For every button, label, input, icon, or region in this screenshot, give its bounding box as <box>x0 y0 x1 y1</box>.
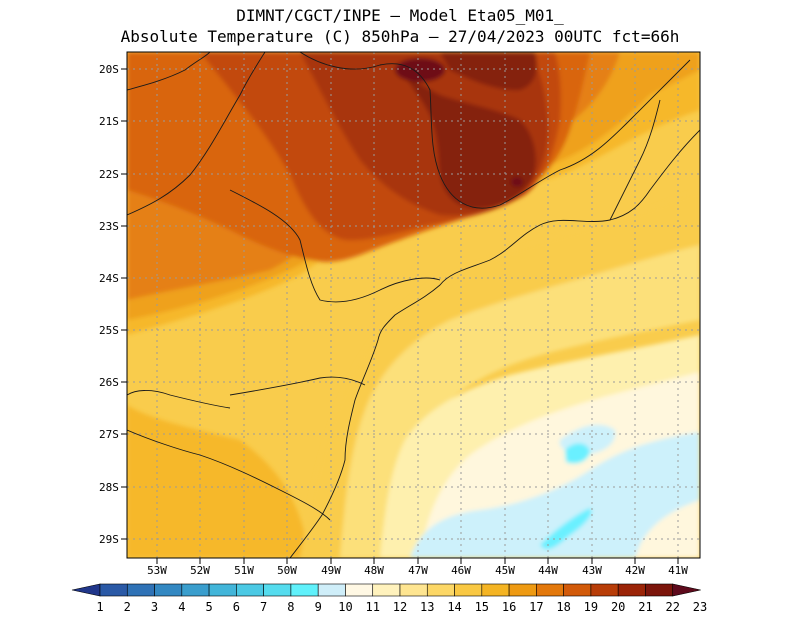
lon-label: 50W <box>277 564 297 577</box>
lon-label: 51W <box>234 564 254 577</box>
colorbar-label: 17 <box>529 600 543 614</box>
boundaries <box>127 52 700 558</box>
isotherm-14 <box>340 245 700 558</box>
colorbar-label: 4 <box>178 600 185 614</box>
lat-label: 27S <box>99 428 119 441</box>
colorbar-label: 23 <box>693 600 707 614</box>
colorbar-label: 1 <box>96 600 103 614</box>
colorbar-swatch <box>208 583 237 597</box>
lat-label: 23S <box>99 220 119 233</box>
isotherm-23-spot <box>511 177 523 187</box>
lat-label: 21S <box>99 115 119 128</box>
colorbar-swatch <box>154 583 183 597</box>
colorbar-label: 5 <box>205 600 212 614</box>
colorbar-label: 6 <box>233 600 240 614</box>
lon-label: 52W <box>190 564 210 577</box>
colorbar-swatch <box>181 583 210 597</box>
lat-label: 29S <box>99 533 119 546</box>
state-border-go <box>127 52 211 91</box>
state-border-sc-rs <box>127 429 331 521</box>
lon-label: 45W <box>495 564 515 577</box>
colorbar-swatch <box>126 583 155 597</box>
lat-label: 26S <box>99 376 119 389</box>
colorbar-swatch <box>481 583 510 597</box>
state-border-sp-pr <box>229 189 441 303</box>
colorbar-swatch <box>290 583 319 597</box>
temperature-field <box>127 52 700 558</box>
isotherm-11 <box>410 424 700 558</box>
colorbar-swatch <box>590 583 619 597</box>
colorbar-swatch <box>617 583 646 597</box>
colorbar-label: 15 <box>475 600 489 614</box>
colorbar-label: 18 <box>556 600 570 614</box>
map-title-line-1: DIMNT/CGCT/INPE – Model Eta05_M01_ <box>236 6 564 25</box>
colorbar-swatch <box>536 583 564 597</box>
colorbar-swatch <box>508 583 537 597</box>
lon-label: 46W <box>451 564 471 577</box>
lon-label: 44W <box>538 564 558 577</box>
lon-label: 49W <box>321 564 341 577</box>
state-border-mg <box>299 52 691 209</box>
state-border-east <box>609 99 661 221</box>
lon-label: 41W <box>668 564 688 577</box>
colorbar-label: 10 <box>338 600 352 614</box>
colorbar-swatch <box>372 583 401 597</box>
lon-label: 43W <box>582 564 602 577</box>
plot-frame <box>126 51 701 559</box>
map-title-line-2: Absolute Temperature (C) 850hPa – 27/04/… <box>120 27 680 46</box>
colorbar-arrow-low <box>71 583 101 597</box>
colorbar-label: 13 <box>420 600 434 614</box>
colorbar-label: 12 <box>393 600 407 614</box>
lat-label: 24S <box>99 272 119 285</box>
state-border-pr-sc <box>229 376 366 396</box>
longitude-axis: 53W 52W 51W 50W 49W 48W 47W 46W 45W 44W … <box>147 558 688 577</box>
colorbar-swatch <box>426 583 455 597</box>
colorbar-swatch <box>399 583 428 597</box>
colorbar-swatch <box>317 583 346 597</box>
state-border-ms <box>127 52 266 216</box>
lon-label: 53W <box>147 564 167 577</box>
colorbar-label: 16 <box>502 600 516 614</box>
colorbar-swatch <box>263 583 292 597</box>
isotherm-10-spot <box>565 443 590 464</box>
lon-label: 48W <box>364 564 384 577</box>
colorbar-label: 9 <box>315 600 322 614</box>
lon-label: 47W <box>408 564 428 577</box>
colorbar-label: 2 <box>124 600 131 614</box>
colorbar-swatch <box>645 583 674 597</box>
lat-label: 20S <box>99 63 119 76</box>
colorbar-swatch <box>236 583 264 597</box>
colorbar-label: 8 <box>287 600 294 614</box>
colorbar-label: 22 <box>666 600 680 614</box>
lat-label: 22S <box>99 168 119 181</box>
colorbar-label: 7 <box>260 600 267 614</box>
isotherm-23-spot <box>395 58 445 82</box>
colorbar-arrow-high <box>672 583 701 597</box>
color-bar: 1 2 3 4 5 6 7 8 9 10 11 12 13 14 15 16 17 18 19 20 21 22 23 <box>71 583 707 614</box>
latitude-axis: 20S 21S 22S 23S 24S 25S 26S 27S 28S 29S <box>99 63 127 546</box>
colorbar-label: 20 <box>611 600 625 614</box>
colorbar-label: 11 <box>366 600 380 614</box>
colorbar-label: 3 <box>151 600 158 614</box>
lat-label: 25S <box>99 324 119 337</box>
isotherm-10-spot <box>540 508 592 550</box>
lat-label: 28S <box>99 481 119 494</box>
colorbar-label: 14 <box>447 600 461 614</box>
colorbar-label: 21 <box>638 600 652 614</box>
colorbar-swatch <box>563 583 592 597</box>
colorbar-swatch <box>345 583 374 597</box>
lon-label: 42W <box>625 564 645 577</box>
colorbar-swatch <box>99 583 128 597</box>
grid-lines <box>127 52 700 558</box>
state-border-ar <box>127 390 231 409</box>
colorbar-swatch <box>454 583 483 597</box>
coastline <box>289 129 700 558</box>
colorbar-label: 19 <box>584 600 598 614</box>
